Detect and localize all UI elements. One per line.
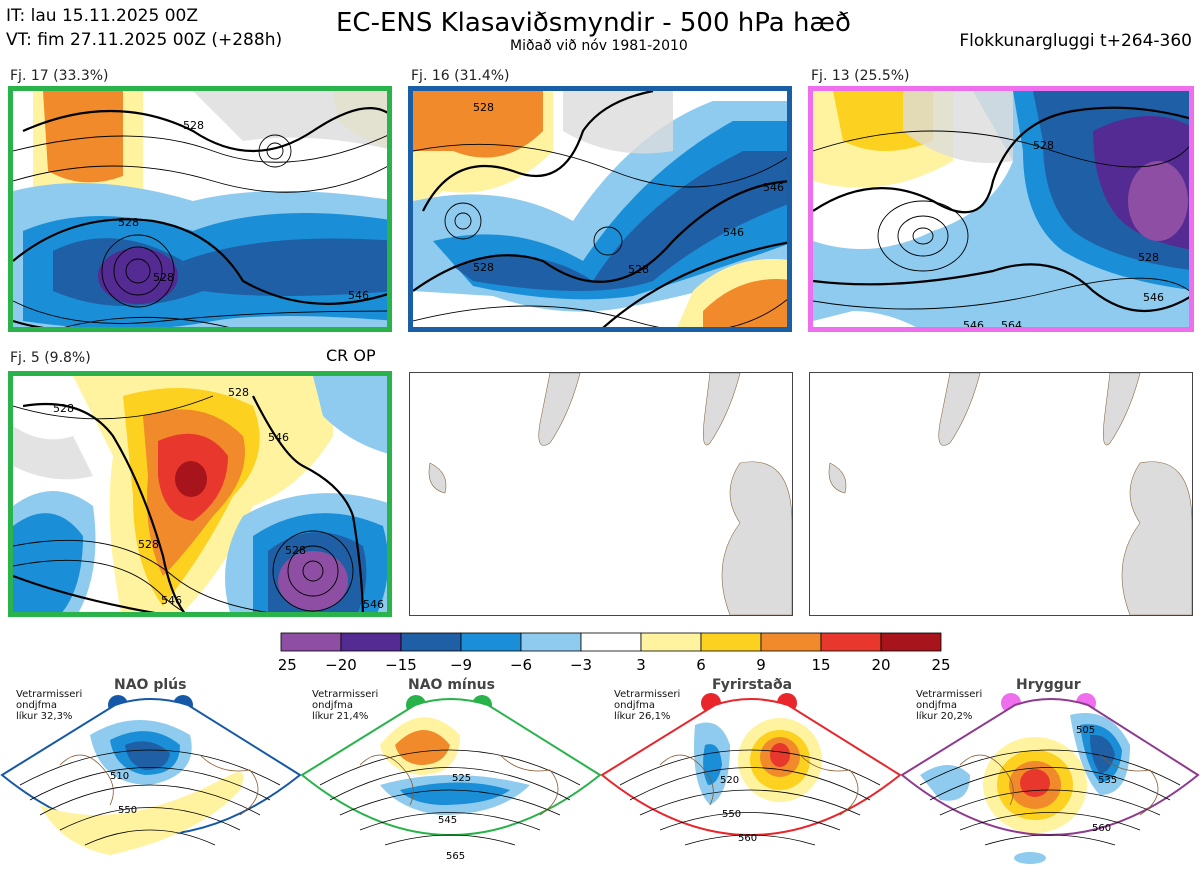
colorbar-swatch [820, 632, 882, 652]
contour-label: 550 [722, 809, 741, 820]
contour-label: 528 [1138, 251, 1159, 264]
contour-label: 528 [183, 119, 204, 132]
regime-note: Vetrarmisseri ondjfma líkur 32,3% [16, 689, 83, 722]
cluster-label-17: Fj. 17 (33.3%) [10, 68, 109, 84]
contour-label: 546 [268, 431, 289, 444]
colorbar-tick-label: −15 [385, 656, 417, 674]
regime-note: Vetrarmisseri ondjfma líkur 21,4% [312, 689, 379, 722]
page-title: EC-ENS Klasaviðsmyndir - 500 hPa hæð [336, 8, 851, 38]
regime-panel-nao-minus: Vetrarmisseri ondjfma líkur 21,4% NAO mínu… [300, 675, 602, 871]
contour-label: 560 [738, 833, 757, 844]
regime-name: NAO plús [114, 677, 187, 693]
contour-label: 520 [720, 775, 739, 786]
colorbar-tick-label: 20 [871, 656, 890, 674]
regime-name: Hryggur [1016, 677, 1081, 693]
contour-label: 505 [1076, 725, 1095, 736]
colorbar-swatch [640, 632, 702, 652]
colorbar-tick-label: −20 [325, 656, 357, 674]
cluster-label-5: Fj. 5 (9.8%) [10, 350, 91, 366]
cluster-label-16: Fj. 16 (31.4%) [411, 68, 510, 84]
cluster-map-5: 528 528 546 528 528 546 546 [8, 371, 392, 617]
contour-label: 528 [473, 101, 494, 114]
colorbar-tick-label: −6 [510, 656, 532, 674]
contour-label: 528 [138, 538, 159, 551]
colorbar-swatch [400, 632, 462, 652]
contour-label: 546 [763, 181, 784, 194]
regime-panel-blocking: Vetrarmisseri ondjfma líkur 26,1% Fyrirsta… [600, 675, 902, 871]
colorbar-tick-label: 15 [811, 656, 830, 674]
colorbar-tick-label: 25 [931, 656, 950, 674]
contour-label: 546 [963, 319, 984, 332]
contour-label: 565 [446, 851, 465, 862]
regime-note: Vetrarmisseri ondjfma líkur 20,2% [916, 689, 983, 722]
colorbar-tick-label: −3 [570, 656, 592, 674]
valid-time: VT: fim 27.11.2025 00Z (+288h) [6, 30, 283, 50]
colorbar-tick-label: 3 [636, 656, 646, 674]
colorbar-swatch [340, 632, 402, 652]
colorbar-swatch [280, 632, 342, 652]
regime-panel-nao-plus: Vetrarmisseri ondjfma líkur 32,3% NAO plús… [0, 675, 302, 871]
colorbar-swatch [700, 632, 762, 652]
regime-note: Vetrarmisseri ondjfma líkur 26,1% [614, 689, 681, 722]
empty-cluster-map [809, 372, 1193, 616]
page-subtitle: Miðað við nóv 1981-2010 [510, 38, 688, 54]
contour-label: 564 [1001, 319, 1022, 332]
cluster-map-13: 528 528 546 546 564 [808, 86, 1194, 332]
contour-label: 528 [473, 261, 494, 274]
contour-label: 545 [438, 815, 457, 826]
cluster-map-17: 528 528 528 546 [8, 86, 392, 332]
contour-label: 528 [118, 216, 139, 229]
cluster-label-13: Fj. 13 (25.5%) [811, 68, 910, 84]
contour-label: 560 [1092, 823, 1111, 834]
contour-label: 546 [161, 594, 182, 607]
contour-label: 528 [628, 263, 649, 276]
initial-time: IT: lau 15.11.2025 00Z [6, 6, 198, 26]
contour-label: 546 [348, 289, 369, 302]
empty-cluster-map [409, 372, 793, 616]
contour-label: 535 [1098, 775, 1117, 786]
colorbar-tick-label: 6 [696, 656, 706, 674]
regime-panel-ridge: Vetrarmisseri ondjfma líkur 20,2% Hryggur … [900, 675, 1200, 871]
colorbar-tick-label: −25 [279, 656, 297, 674]
colorbar-swatch [880, 632, 942, 652]
colorbar-swatch [520, 632, 582, 652]
contour-label: 528 [53, 402, 74, 415]
colorbar-tick-label: −9 [450, 656, 472, 674]
contour-label: 528 [153, 271, 174, 284]
contour-label: 510 [110, 771, 129, 782]
contour-label: 546 [723, 226, 744, 239]
contour-label: 528 [1033, 139, 1054, 152]
contour-label: 525 [452, 773, 471, 784]
colorbar-swatch [580, 632, 642, 652]
contour-label: 528 [228, 386, 249, 399]
regime-name: Fyrirstaða [712, 677, 793, 693]
contour-label: 546 [1143, 291, 1164, 304]
cluster-map-16: 528 528 528 546 546 [408, 86, 792, 332]
classification-window: Flokkunargluggi t+264-360 [959, 31, 1192, 51]
contour-label: 550 [118, 805, 137, 816]
control-operational-tag: CR OP [326, 346, 376, 365]
contour-label: 546 [363, 598, 384, 611]
anomaly-colorbar: −25 −20 −15 −9 −6 −3 3 6 9 15 20 25 [265, 632, 959, 678]
regime-name: NAO mínus [408, 677, 495, 693]
colorbar-tick-label: 9 [756, 656, 766, 674]
contour-label: 528 [285, 544, 306, 557]
colorbar-swatch [760, 632, 822, 652]
colorbar-swatch [460, 632, 522, 652]
